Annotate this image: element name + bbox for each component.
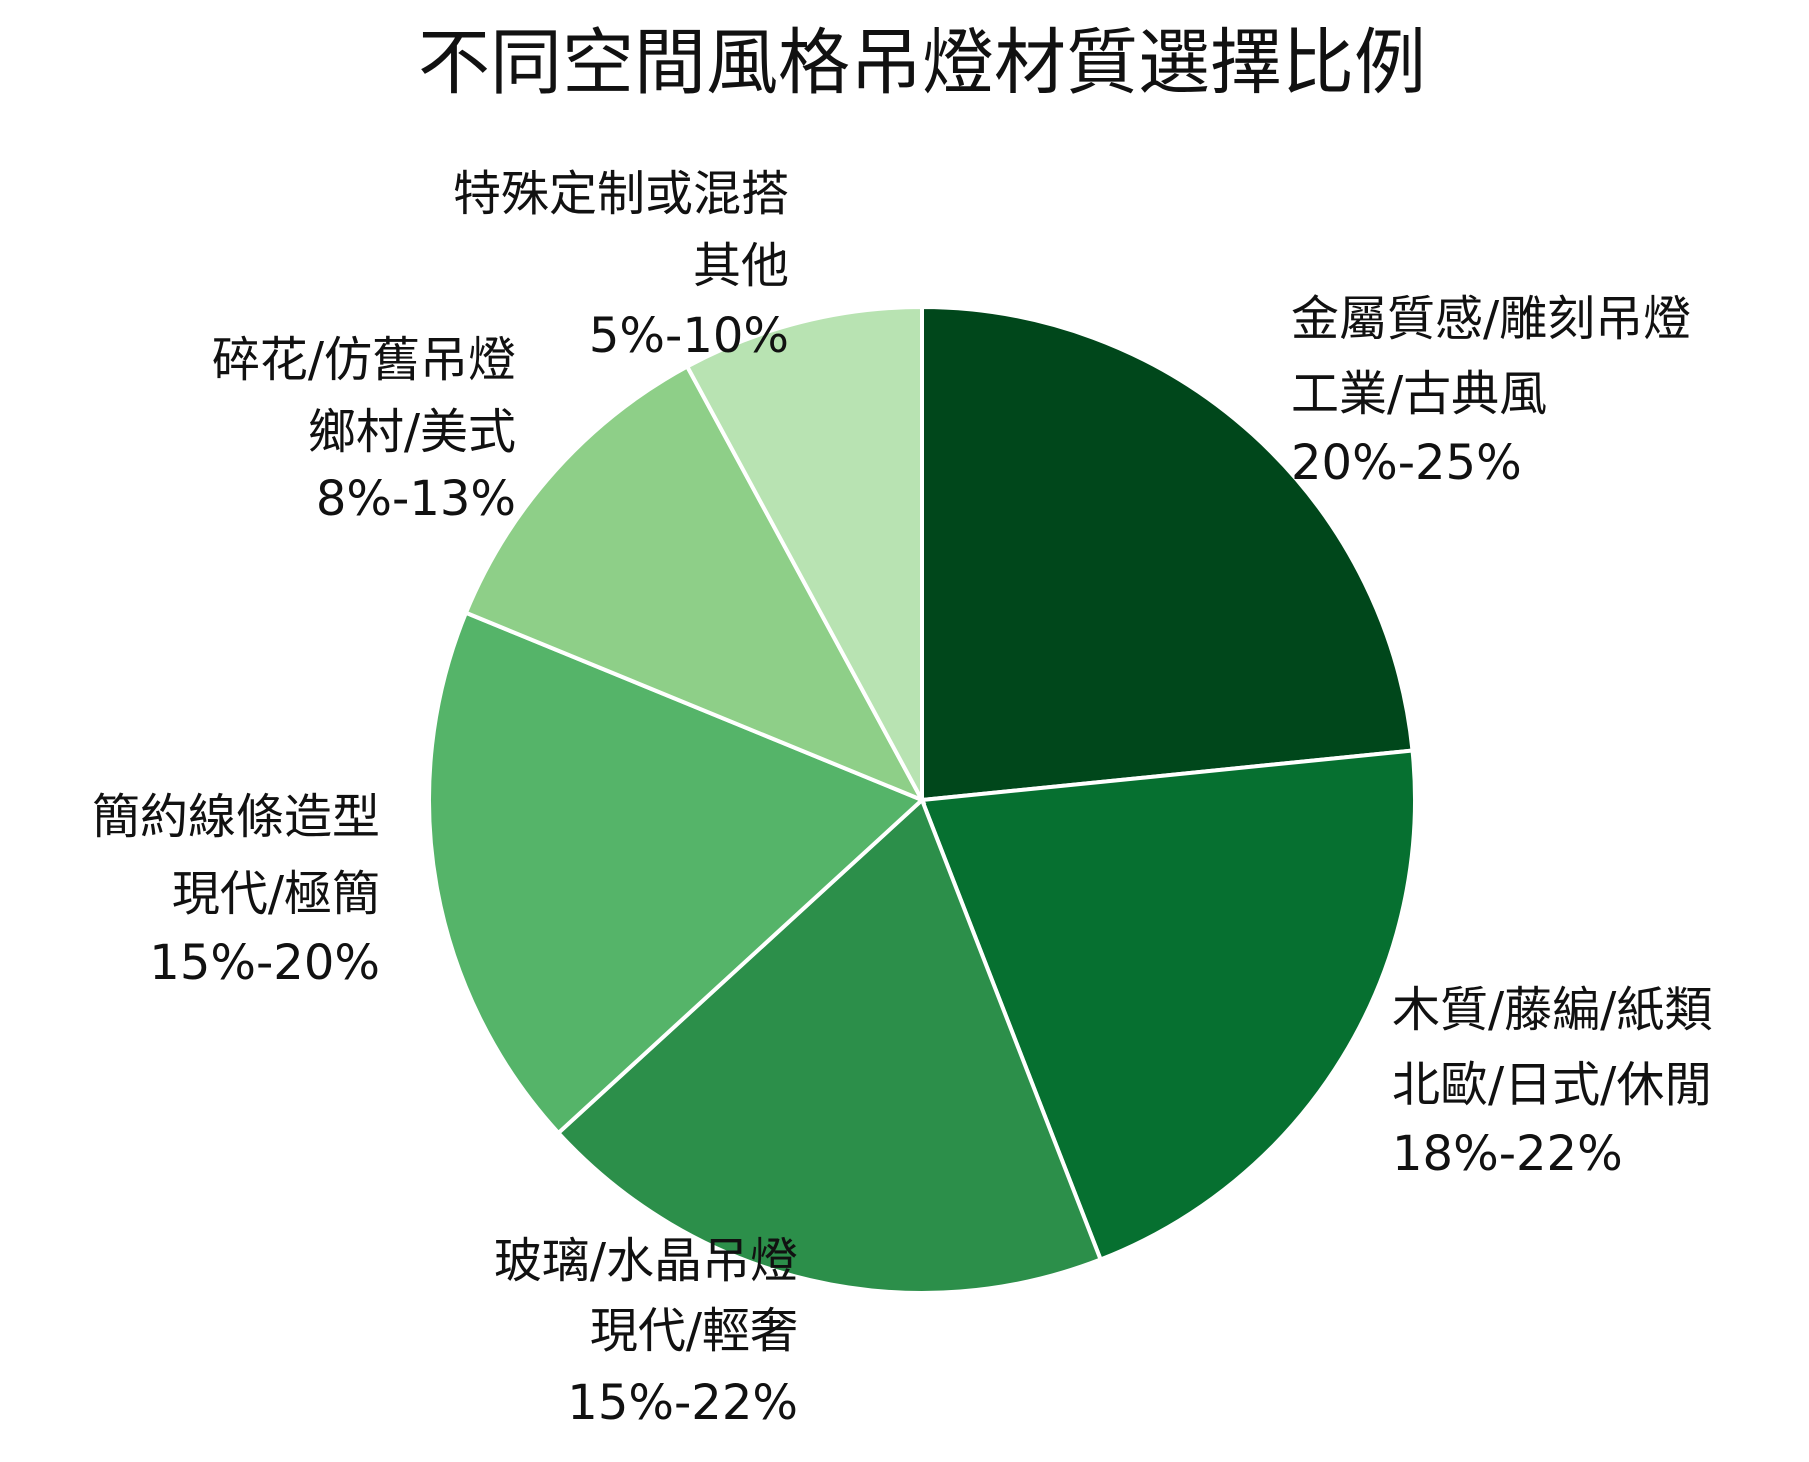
slice-label: 其他	[693, 238, 789, 294]
slice-label: 現代/極簡	[172, 866, 380, 922]
pie-slice	[920, 304, 1415, 803]
slice-label: 木質/藤編/紙類	[1392, 982, 1712, 1038]
slice-label: 金屬質感/雕刻吊燈	[1291, 291, 1691, 347]
slice-label: 20%-25%	[1291, 435, 1522, 491]
pie-slice	[919, 748, 1417, 1263]
slice-label: 鄉村/美式	[308, 404, 516, 460]
pie-slice	[463, 363, 927, 804]
pie-slice	[427, 610, 926, 1136]
pie-slice	[555, 796, 1104, 1295]
slice-label: 現代/輕奢	[590, 1303, 798, 1359]
slice-label: 簡約線條造型	[92, 789, 380, 845]
slice-label: 15%-20%	[149, 935, 380, 991]
chart-title: 不同空間風格吊燈材質選擇比例	[418, 21, 1426, 105]
slice-label: 北歐/日式/休閒	[1392, 1057, 1712, 1113]
slice-label: 18%-22%	[1392, 1126, 1623, 1182]
pie-slice	[684, 304, 924, 801]
slice-label: 碎花/仿舊吊燈	[212, 332, 516, 388]
slice-label: 特殊定制或混搭	[453, 166, 789, 222]
slice-label: 8%-13%	[316, 471, 516, 527]
slice-label: 工業/古典風	[1291, 366, 1547, 422]
slice-label: 5%-10%	[589, 308, 789, 364]
slice-label: 15%-22%	[567, 1375, 798, 1431]
slice-label: 玻璃/水晶吊燈	[494, 1233, 798, 1289]
